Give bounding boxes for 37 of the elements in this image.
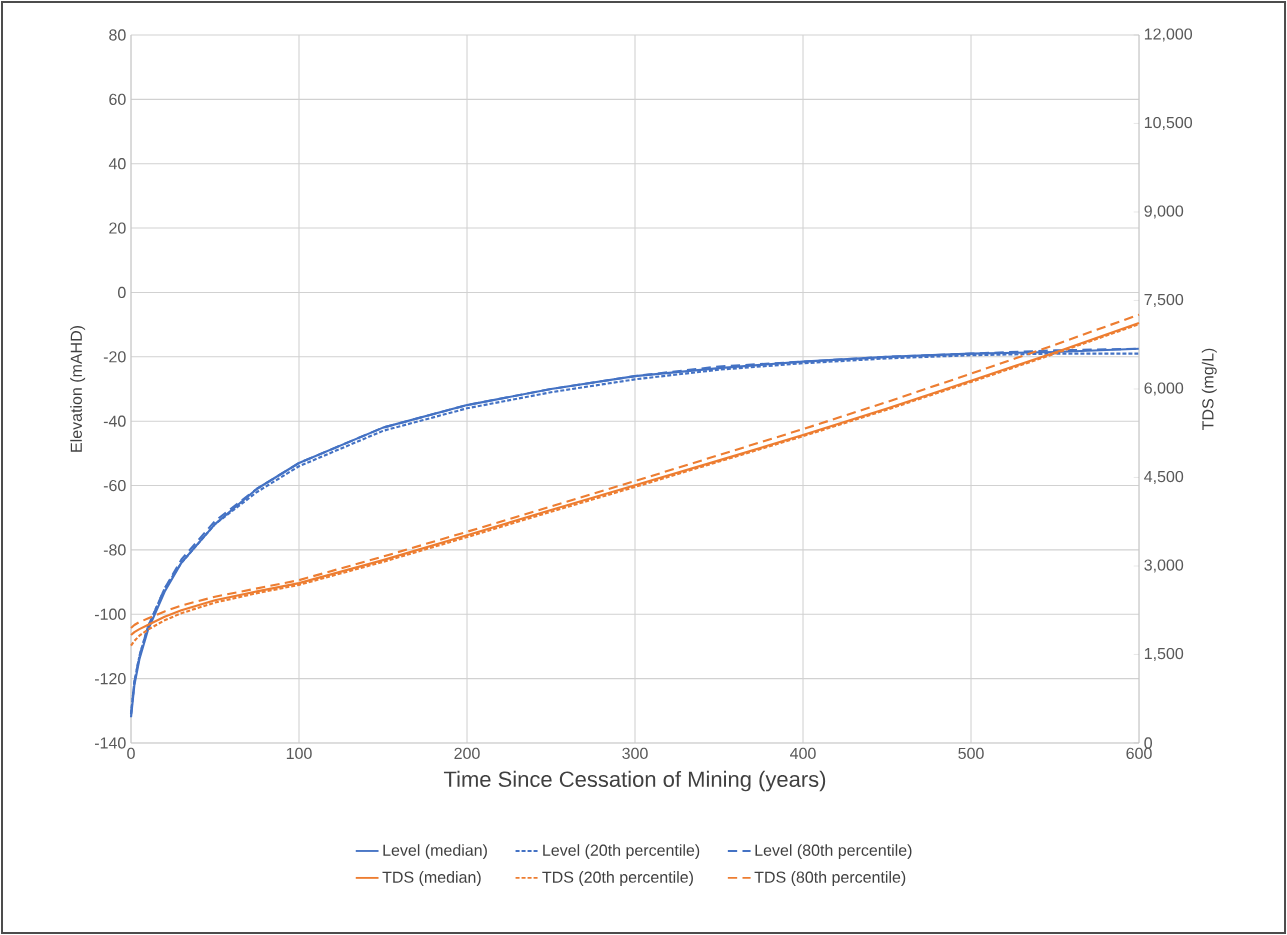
legend-label: Level (20th percentile) [543, 844, 700, 860]
y2-tick-label: 10,500 [1144, 116, 1193, 131]
legend-label: Level (80th percentile) [755, 844, 912, 860]
y-tick-label: -100 [94, 608, 126, 620]
x-tick-label: 500 [958, 747, 984, 760]
y2-tick-label: 9,000 [1144, 205, 1184, 219]
y-tick-label: 0 [118, 286, 126, 299]
y-tick-label: -120 [94, 672, 126, 685]
y-axis-title: Elevation (mAHD) [70, 326, 86, 452]
legend-label: TDS (80th percentile) [754, 871, 906, 887]
y2-tick-label: 12,000 [1144, 28, 1193, 42]
x-tick-label: 300 [622, 747, 648, 760]
y-tick-label: -140 [94, 737, 126, 749]
x-tick-label: 600 [1126, 747, 1152, 760]
legend-label: TDS (20th percentile) [542, 871, 693, 887]
legend-label: Level (median) [383, 844, 487, 860]
x-tick-label: 0 [127, 747, 135, 760]
y2-tick-label: 4,500 [1144, 470, 1184, 485]
y2-tick-label: 7,500 [1144, 293, 1184, 308]
y2-axis-title: TDS (mg/L) [1201, 348, 1217, 430]
y2-tick-label: 1,500 [1144, 647, 1184, 662]
y-tick-label: -80 [103, 544, 126, 556]
x-tick-label: 400 [790, 747, 816, 760]
y-tick-label: -40 [103, 415, 126, 427]
x-axis-title: Time Since Cessation of Mining (years) [443, 770, 826, 792]
y-tick-label: 80 [109, 29, 126, 41]
y-tick-label: -60 [103, 479, 126, 492]
y-tick-label: -20 [103, 351, 126, 363]
y-tick-label: 60 [109, 93, 126, 106]
y-tick-label: 40 [108, 158, 126, 170]
y-tick-label: 20 [109, 222, 126, 234]
y2-tick-label: 6,000 [1144, 382, 1184, 396]
y2-tick-label: 3,000 [1144, 559, 1184, 573]
legend-label: TDS (median) [382, 871, 481, 886]
x-tick-label: 100 [286, 747, 312, 760]
x-tick-label: 200 [454, 747, 480, 760]
y2-tick-label: 0 [1144, 737, 1152, 749]
